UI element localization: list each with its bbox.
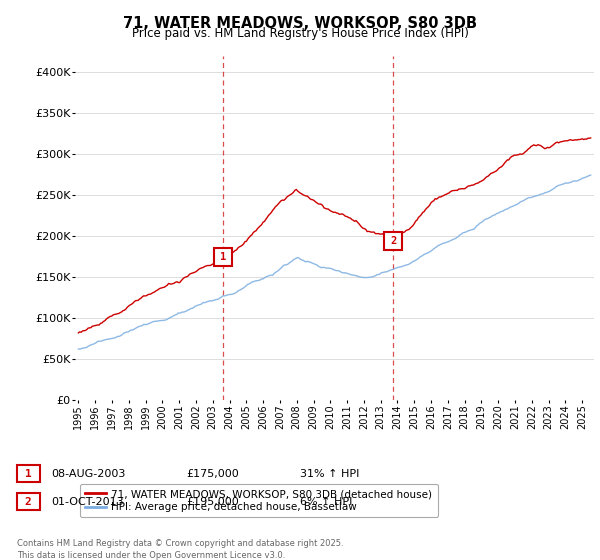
Text: Contains HM Land Registry data © Crown copyright and database right 2025.
This d: Contains HM Land Registry data © Crown c… (17, 539, 343, 559)
Text: £195,000: £195,000 (186, 497, 239, 507)
Text: 6% ↑ HPI: 6% ↑ HPI (300, 497, 352, 507)
Text: 1: 1 (25, 469, 32, 479)
Text: Price paid vs. HM Land Registry's House Price Index (HPI): Price paid vs. HM Land Registry's House … (131, 27, 469, 40)
Text: 2: 2 (25, 497, 32, 507)
Legend: 71, WATER MEADOWS, WORKSOP, S80 3DB (detached house), HPI: Average price, detach: 71, WATER MEADOWS, WORKSOP, S80 3DB (det… (80, 484, 437, 517)
Text: 71, WATER MEADOWS, WORKSOP, S80 3DB: 71, WATER MEADOWS, WORKSOP, S80 3DB (123, 16, 477, 31)
Text: 31% ↑ HPI: 31% ↑ HPI (300, 469, 359, 479)
Text: 01-OCT-2013: 01-OCT-2013 (51, 497, 124, 507)
Text: 1: 1 (220, 252, 226, 262)
Text: 08-AUG-2003: 08-AUG-2003 (51, 469, 125, 479)
Text: £175,000: £175,000 (186, 469, 239, 479)
Text: 2: 2 (390, 236, 397, 245)
